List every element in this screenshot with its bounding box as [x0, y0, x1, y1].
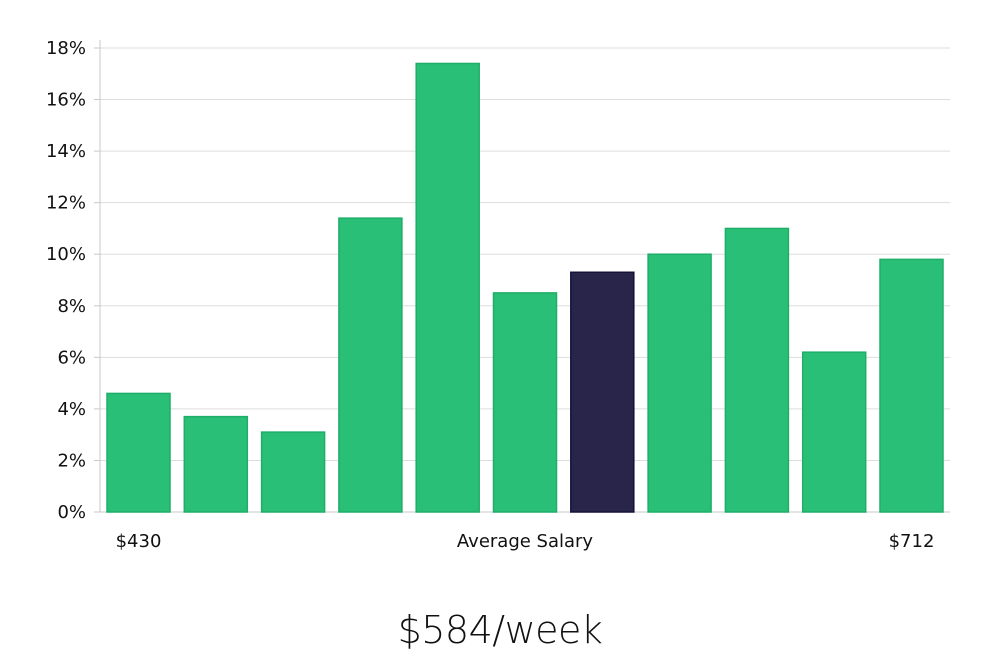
y-tick-label: 14% — [46, 141, 86, 162]
bar — [492, 292, 558, 513]
bar-highlighted — [570, 271, 635, 513]
x-min-label: $430 — [116, 531, 162, 552]
average-salary-value: $584/week — [397, 608, 603, 652]
y-tick-label: 10% — [46, 244, 86, 265]
bar — [338, 217, 403, 513]
bar — [415, 62, 480, 513]
bars — [106, 62, 944, 513]
bar — [724, 227, 790, 513]
bar — [183, 415, 249, 513]
y-tick-label: 2% — [57, 450, 86, 471]
bar — [647, 253, 712, 513]
bar — [260, 431, 326, 513]
bar — [801, 351, 867, 513]
grid-lines — [100, 47, 950, 461]
y-tick-label: 18% — [46, 38, 86, 59]
y-tick-label: 6% — [57, 347, 86, 368]
y-tick-label: 16% — [46, 90, 86, 111]
y-tick-label: 0% — [57, 502, 86, 523]
x-axis-title: Average Salary — [457, 531, 594, 552]
y-tick-label: 12% — [46, 193, 86, 214]
labels: 0% 2% 4% 6% 8% 10% 12% 14% 16% 18% $430 $712 Average… — [46, 38, 934, 552]
bar — [879, 258, 944, 513]
y-tick-label: 8% — [57, 296, 86, 317]
y-tick-label: 4% — [57, 399, 86, 420]
salary-bar-chart: 0% 2% 4% 6% 8% 10% 12% 14% 16% 18% $430 $712 Average… — [46, 38, 950, 552]
x-max-label: $712 — [889, 531, 935, 552]
bar — [106, 392, 171, 513]
